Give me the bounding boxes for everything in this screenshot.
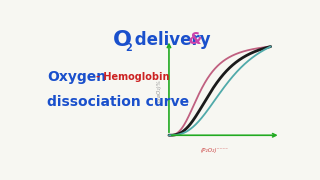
- Text: &: &: [189, 32, 202, 47]
- Text: (SaO₂)%: (SaO₂)%: [156, 79, 162, 102]
- Text: - Hemoglobin: - Hemoglobin: [96, 72, 169, 82]
- Text: (P₂O₂)⁻⁻⁻⁻: (P₂O₂)⁻⁻⁻⁻: [201, 148, 229, 153]
- Text: 2: 2: [125, 43, 132, 53]
- Text: delivery: delivery: [129, 31, 211, 49]
- Text: dissociation curve: dissociation curve: [47, 95, 189, 109]
- Text: Oxygen: Oxygen: [47, 70, 107, 84]
- Text: O: O: [113, 30, 132, 50]
